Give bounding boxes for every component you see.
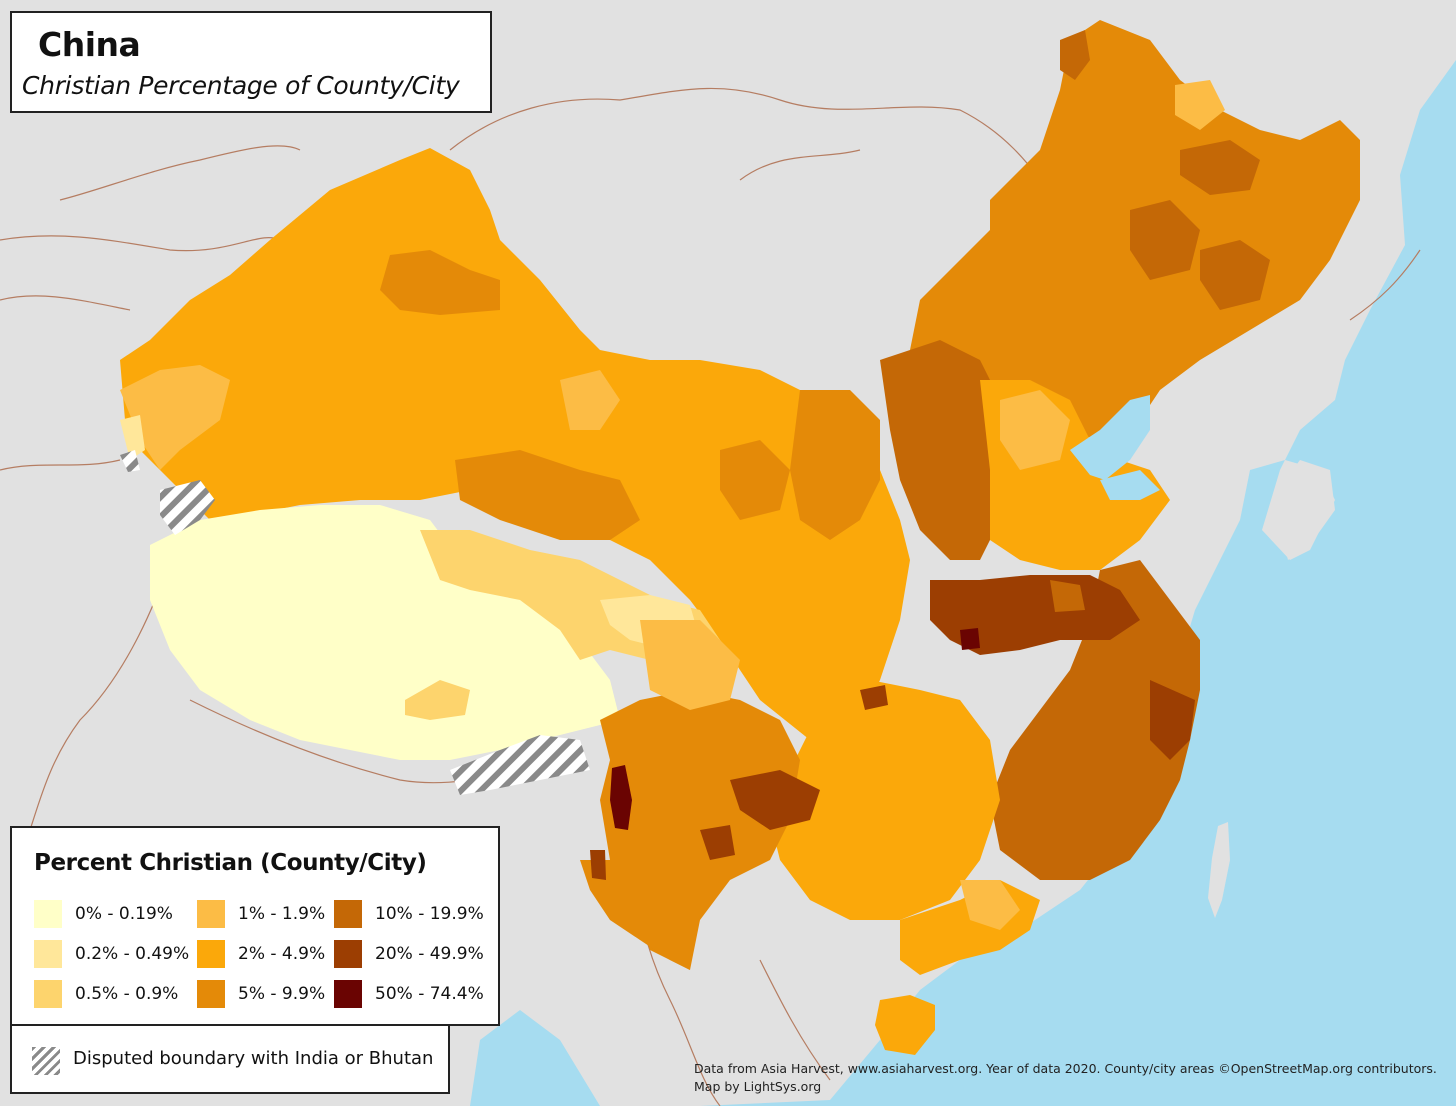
legend-label: 0.2% - 0.49% <box>75 944 190 964</box>
credit-text: Data from Asia Harvest, www.asiaharvest.… <box>694 1060 1437 1096</box>
legend-swatch <box>197 980 225 1008</box>
map-subtitle: Christian Percentage of County/City <box>22 71 460 100</box>
credit-line-1: Data from Asia Harvest, www.asiaharvest.… <box>694 1061 1437 1076</box>
inland-sea <box>1070 395 1160 500</box>
legend-swatch <box>334 900 362 928</box>
legend-swatch <box>334 940 362 968</box>
legend-item: 0.2% - 0.49% <box>34 940 189 968</box>
legend-item: 2% - 4.9% <box>197 940 325 968</box>
hatch-swatch-icon <box>32 1047 60 1075</box>
legend-item: 0% - 0.19% <box>34 900 173 928</box>
legend-label: 5% - 9.9% <box>238 984 326 1004</box>
legend-label: 0% - 0.19% <box>75 904 173 924</box>
legend-title: Percent Christian (County/City) <box>34 850 427 876</box>
map-title: China <box>38 25 141 64</box>
legend-item: 5% - 9.9% <box>197 980 325 1008</box>
legend-box: Percent Christian (County/City) 0% - 0.1… <box>10 826 500 1026</box>
legend-swatch <box>334 980 362 1008</box>
legend-label: 20% - 49.9% <box>375 944 484 964</box>
county-detail <box>120 30 1270 930</box>
legend-label: 2% - 4.9% <box>238 944 326 964</box>
disputed-label: Disputed boundary with India or Bhutan <box>73 1048 434 1069</box>
country-borders <box>0 87 1421 1106</box>
legend-label: 0.5% - 0.9% <box>75 984 179 1004</box>
legend-item: 0.5% - 0.9% <box>34 980 178 1008</box>
legend-swatch <box>34 940 62 968</box>
disputed-areas <box>120 450 590 795</box>
credit-line-2: Map by LightSys.org <box>694 1079 822 1094</box>
disputed-legend-box: Disputed boundary with India or Bhutan <box>10 1024 450 1094</box>
legend-swatch <box>197 900 225 928</box>
legend-item: 10% - 19.9% <box>334 900 484 928</box>
legend-label: 50% - 74.4% <box>375 984 484 1004</box>
legend-item: 20% - 49.9% <box>334 940 484 968</box>
legend-item: 1% - 1.9% <box>197 900 325 928</box>
legend-swatch <box>34 980 62 1008</box>
legend-swatch <box>197 940 225 968</box>
legend-label: 1% - 1.9% <box>238 904 326 924</box>
title-box: China Christian Percentage of County/Cit… <box>10 11 492 113</box>
legend-label: 10% - 19.9% <box>375 904 484 924</box>
legend-swatch <box>34 900 62 928</box>
legend-item: 50% - 74.4% <box>334 980 484 1008</box>
